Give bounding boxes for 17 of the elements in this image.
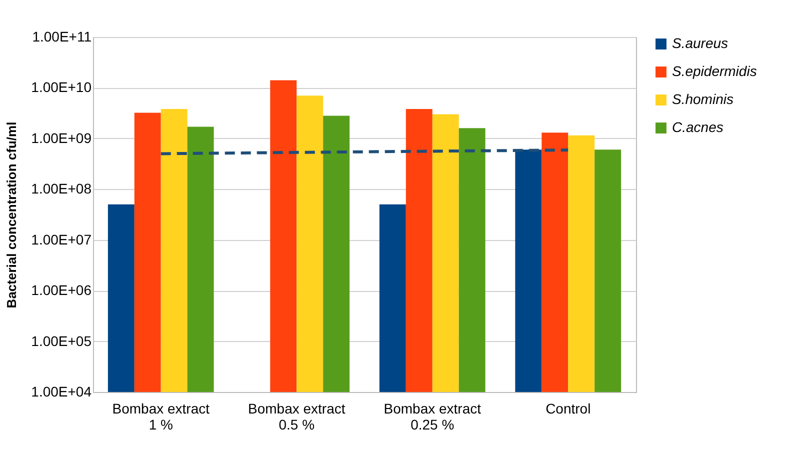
y-tick-label: 1.00E+04 bbox=[31, 384, 92, 400]
legend-label: S.hominis bbox=[672, 91, 734, 107]
x-tick-label: Bombax extract 1 % bbox=[112, 400, 210, 432]
y-axis-title: Bacterial concentration cfu/ml bbox=[4, 122, 20, 308]
y-tick-label: 1.00E+09 bbox=[31, 130, 92, 146]
y-tick-label: 1.00E+07 bbox=[31, 231, 92, 248]
x-tick-label: Bombax extract 0.25 % bbox=[384, 400, 482, 432]
y-tick-label: 1.00E+11 bbox=[32, 28, 92, 44]
y-tick-label: 1.00E+10 bbox=[31, 79, 92, 96]
x-tick-label: Bombax extract 0.5 % bbox=[248, 400, 346, 432]
legend-label: S.epidermidis bbox=[672, 63, 757, 79]
y-tick-label: 1.00E+08 bbox=[31, 180, 92, 197]
legend-label: C.acnes bbox=[672, 119, 724, 135]
y-tick-label: 1.00E+06 bbox=[31, 282, 92, 298]
x-tick-label: Control bbox=[546, 400, 591, 416]
y-tick-label: 1.00E+05 bbox=[31, 332, 92, 349]
legend-label: S.aureus bbox=[672, 35, 728, 51]
